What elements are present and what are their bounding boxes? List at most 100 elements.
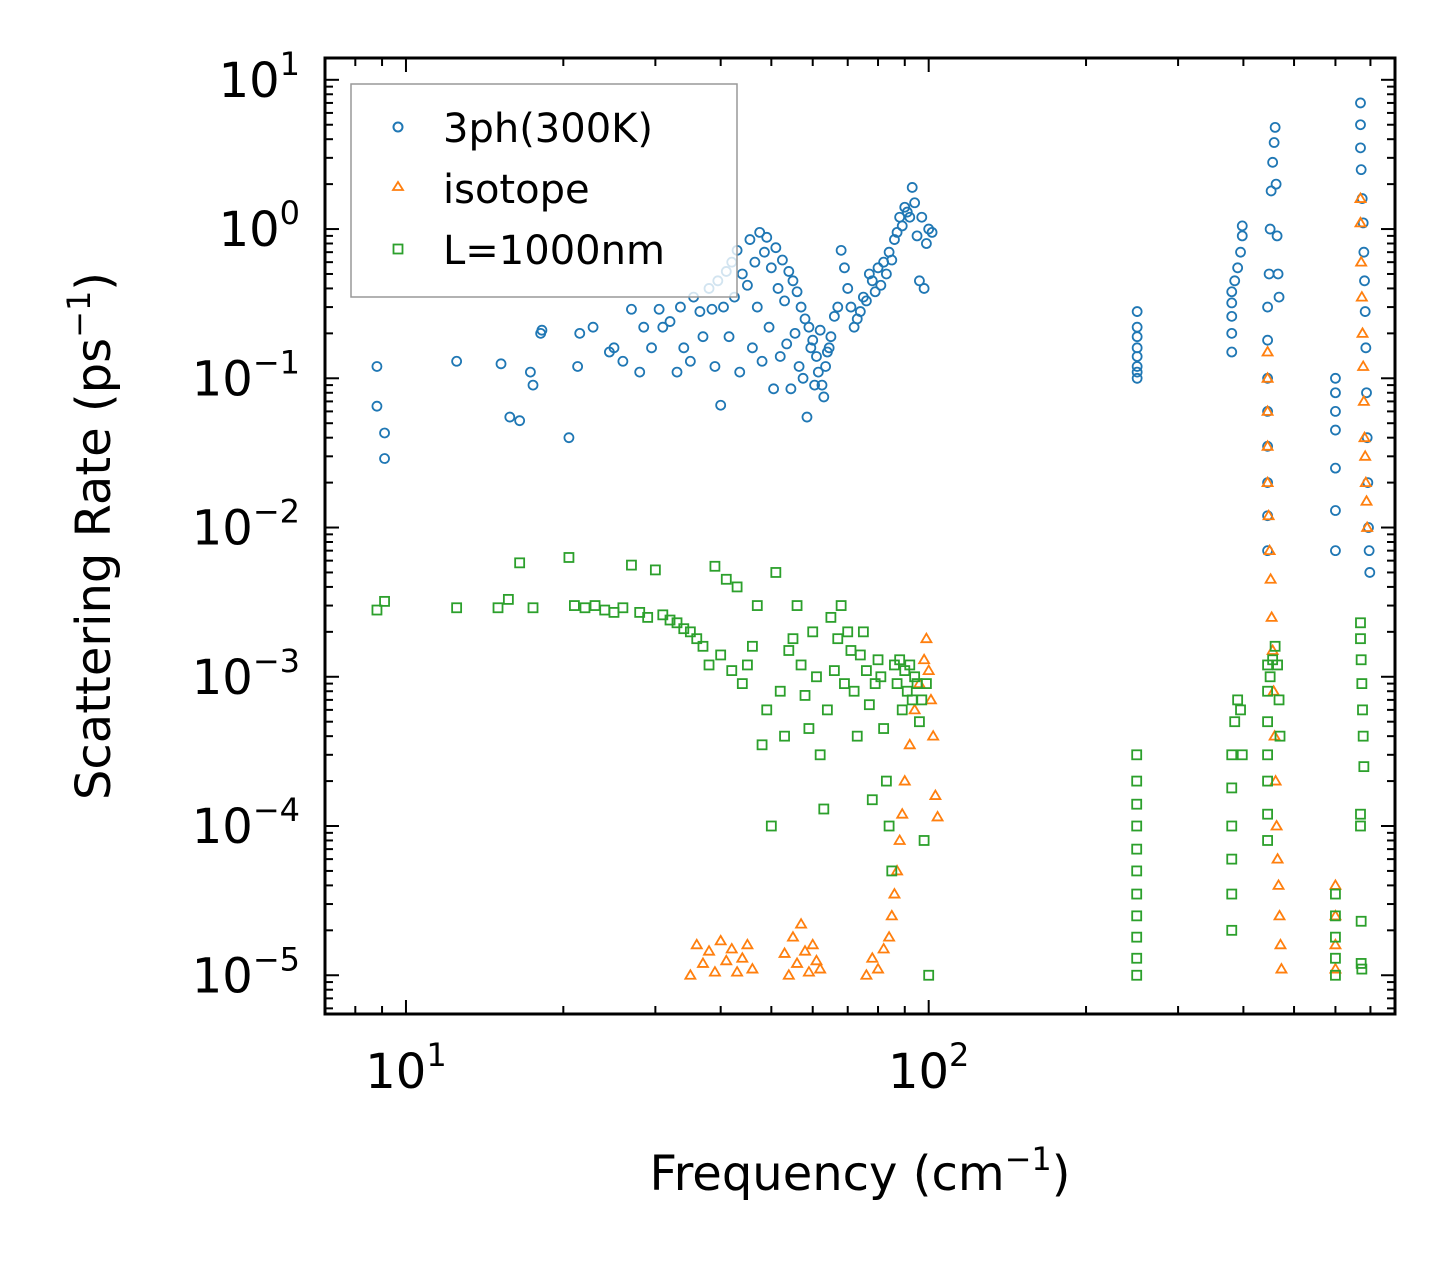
data-point xyxy=(807,334,819,346)
data-point xyxy=(878,723,890,734)
data-point xyxy=(857,626,869,638)
data-point xyxy=(828,310,840,322)
data-point xyxy=(923,969,935,981)
data-point xyxy=(1355,654,1367,666)
data-point xyxy=(1262,749,1273,761)
data-point xyxy=(1131,865,1143,877)
data-point xyxy=(803,723,815,734)
data-point xyxy=(883,820,895,832)
data-point xyxy=(527,379,539,391)
data-point xyxy=(1236,749,1248,761)
data-point xyxy=(514,415,526,427)
data-point xyxy=(1360,342,1372,354)
data-point xyxy=(1131,351,1143,362)
data-point xyxy=(1273,694,1285,706)
data-point xyxy=(1262,301,1273,313)
data-point xyxy=(799,690,811,701)
data-point xyxy=(823,342,835,354)
data-point xyxy=(1274,730,1286,742)
data-point xyxy=(787,275,799,287)
data-point xyxy=(916,694,928,706)
data-point xyxy=(880,775,892,787)
data-point xyxy=(694,306,706,317)
data-point xyxy=(842,283,854,294)
data-point xyxy=(799,313,811,325)
data-point xyxy=(1355,142,1366,154)
data-point xyxy=(919,631,933,644)
data-point xyxy=(514,557,526,569)
data-point xyxy=(715,649,727,661)
data-point xyxy=(536,324,548,336)
data-point xyxy=(745,962,759,974)
data-point xyxy=(1358,761,1370,773)
data-point xyxy=(863,699,875,711)
data-point xyxy=(1364,567,1376,578)
data-point xyxy=(791,600,803,611)
data-point xyxy=(1330,545,1341,557)
data-point xyxy=(871,962,885,974)
data-point xyxy=(1328,962,1343,974)
data-point xyxy=(709,560,721,572)
data-point xyxy=(1330,505,1341,516)
data-point xyxy=(821,704,833,716)
data-point xyxy=(747,342,758,354)
data-point xyxy=(1355,617,1366,629)
data-point xyxy=(1330,952,1341,964)
data-point xyxy=(1357,394,1371,406)
data-point xyxy=(684,626,696,638)
data-point xyxy=(1131,331,1143,343)
data-point xyxy=(379,595,390,607)
data-point xyxy=(918,283,930,294)
data-point xyxy=(783,645,795,656)
data-point xyxy=(889,234,900,245)
data-point xyxy=(791,286,803,298)
data-point xyxy=(911,230,923,242)
data-point xyxy=(891,226,903,238)
data-point xyxy=(1226,327,1238,339)
data-point xyxy=(1261,404,1275,416)
data-point xyxy=(783,266,795,277)
data-point xyxy=(885,909,899,921)
data-point xyxy=(891,678,903,689)
x-axis-label-main: Frequency (cm xyxy=(649,1146,1004,1202)
data-point xyxy=(634,366,646,378)
data-point xyxy=(684,355,696,367)
data-point xyxy=(715,399,727,411)
data-point xyxy=(691,633,703,645)
data-point xyxy=(1355,119,1366,131)
data-point xyxy=(1131,843,1143,855)
data-point xyxy=(904,211,916,223)
data-point xyxy=(1359,306,1371,317)
data-points xyxy=(371,97,1376,981)
x-tick-label: 102 xyxy=(888,1036,969,1100)
data-point xyxy=(860,295,872,307)
data-point xyxy=(1131,820,1143,832)
data-point xyxy=(1226,888,1238,900)
data-point xyxy=(1270,819,1284,831)
data-point xyxy=(1271,852,1285,864)
data-point xyxy=(802,965,816,977)
data-point xyxy=(761,231,773,243)
data-point xyxy=(869,678,881,689)
data-point xyxy=(886,865,898,877)
data-point xyxy=(798,944,812,956)
data-point xyxy=(896,704,908,716)
data-point xyxy=(811,671,822,683)
data-point xyxy=(1226,924,1238,936)
data-point xyxy=(371,604,383,616)
data-point xyxy=(664,316,676,327)
data-point xyxy=(1358,449,1372,461)
x-tick-labels: 101 102 xyxy=(365,1036,969,1100)
data-point xyxy=(751,600,763,611)
data-point xyxy=(723,331,735,343)
data-point xyxy=(1261,371,1275,383)
data-point xyxy=(887,887,902,899)
data-point xyxy=(617,602,629,614)
data-point xyxy=(904,659,916,671)
data-point xyxy=(563,552,575,563)
data-point xyxy=(495,358,507,370)
data-point xyxy=(865,951,879,963)
data-point xyxy=(1264,671,1276,683)
data-point xyxy=(918,835,930,846)
data-point xyxy=(664,614,676,626)
